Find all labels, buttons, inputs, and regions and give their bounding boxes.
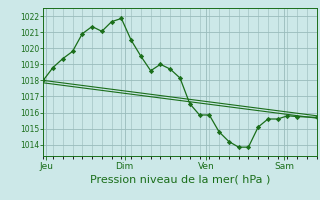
X-axis label: Pression niveau de la mer( hPa ): Pression niveau de la mer( hPa ) xyxy=(90,175,270,185)
